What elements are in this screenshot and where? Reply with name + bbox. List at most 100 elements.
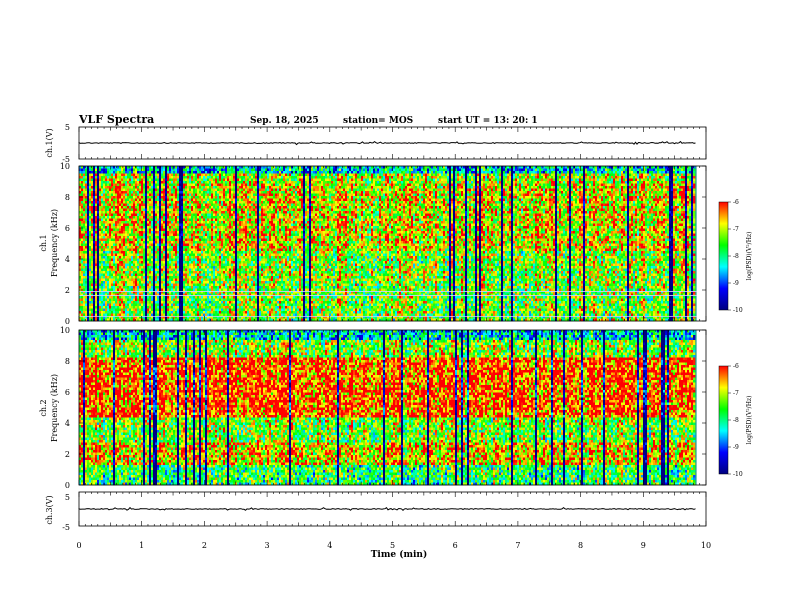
spectrogram-cell	[225, 231, 228, 234]
spectrogram-cell	[133, 211, 136, 214]
spectrogram-cell	[191, 188, 194, 192]
spectrogram-cell	[175, 231, 178, 234]
spectrogram-cell	[97, 298, 100, 302]
spectrogram-cell	[141, 223, 144, 227]
spectrogram-cell	[81, 218, 84, 222]
spectrogram-cell	[91, 178, 94, 182]
spectrogram-cell	[159, 311, 162, 314]
spectrogram-cell	[81, 181, 84, 184]
spectrogram-cell	[99, 306, 102, 309]
spectrogram-cell	[165, 291, 168, 294]
spectrogram-cell	[231, 233, 234, 237]
spectrogram-cell	[221, 271, 224, 274]
spectrogram-cell	[97, 313, 100, 317]
spectrogram-cell	[83, 268, 86, 272]
spectrogram-cell	[85, 236, 88, 239]
spectrogram-cell	[215, 246, 218, 249]
spectrogram-cell	[229, 241, 232, 244]
spectrogram-cell	[147, 251, 150, 254]
spectrogram-cell	[175, 258, 178, 262]
spectrogram-cell	[163, 268, 166, 272]
spectrogram-cell	[221, 198, 224, 202]
spectrogram-cell	[79, 233, 82, 237]
spectrogram-cell	[225, 196, 228, 199]
spectrogram-cell	[211, 276, 214, 279]
spectrogram-cell	[115, 306, 118, 309]
spectrogram-cell	[149, 286, 152, 289]
spectrogram-cell	[97, 281, 100, 284]
spectrogram-cell	[79, 316, 82, 319]
spectrogram-cell	[147, 193, 150, 197]
spectrogram-cell	[177, 223, 180, 227]
spectrogram-cell	[117, 231, 120, 234]
spectrogram-cell	[143, 183, 146, 187]
spectrogram-cell	[95, 271, 98, 274]
spectrogram-cell	[217, 171, 220, 174]
spectrogram-cell	[87, 228, 90, 232]
spectrogram-cell	[231, 271, 234, 274]
spectrogram-cell	[91, 216, 94, 219]
spectrogram-cell	[81, 223, 84, 227]
spectrogram-cell	[149, 226, 152, 229]
spectrogram-cell	[215, 268, 218, 272]
spectrogram-cell	[181, 246, 184, 249]
spectrogram-cell	[81, 176, 84, 179]
spectrogram-cell	[79, 258, 82, 262]
spectrogram-cell	[119, 261, 122, 264]
spectrogram-cell	[143, 201, 146, 204]
spectrogram-cell	[85, 278, 88, 282]
spectrogram-cell	[123, 173, 126, 177]
spectrogram-cell	[171, 261, 174, 264]
spectrogram-cell	[83, 258, 86, 262]
spectrogram-cell	[97, 188, 100, 192]
spectrogram-cell	[145, 168, 148, 172]
spectrogram-cell	[179, 256, 182, 259]
spectrogram-cell	[85, 216, 88, 219]
spectrogram-cell	[123, 191, 126, 194]
spectrogram-cell	[181, 281, 184, 284]
spectrogram-cell	[123, 231, 126, 234]
spectrogram-cell	[103, 191, 106, 194]
spectrogram-cell	[141, 228, 144, 232]
spectrogram-cell	[131, 246, 134, 249]
spectrogram-cell	[115, 208, 118, 212]
spectrogram-cell	[89, 288, 92, 292]
spectrogram-cell	[143, 306, 146, 309]
spectrogram-cell	[157, 288, 160, 292]
spectrogram-cell	[123, 253, 126, 257]
spectrogram-cell	[207, 316, 210, 319]
spectrogram-cell	[213, 283, 216, 287]
spectrogram-cell	[127, 303, 130, 307]
spectrogram-cell	[79, 186, 82, 189]
spectrogram-cell	[141, 188, 144, 192]
spectrogram-cell	[119, 253, 122, 257]
spectrogram-cell	[135, 211, 138, 214]
spectrogram-cell	[217, 203, 220, 207]
spectrogram-cell	[161, 308, 164, 312]
spectrogram-cell	[115, 283, 118, 287]
spectrogram-cell	[177, 211, 180, 214]
spectrogram-cell	[231, 183, 234, 187]
spectrogram-cell	[101, 223, 104, 227]
spectrogram-cell	[163, 211, 166, 214]
spectrogram-cell	[225, 203, 228, 207]
spectrogram-cell	[207, 253, 210, 257]
spectrogram-cell	[109, 313, 112, 317]
spectrogram-cell	[191, 288, 194, 292]
spectrogram-cell	[93, 171, 96, 174]
spectrogram-cell	[215, 253, 218, 257]
spectrogram-cell	[181, 183, 184, 187]
spectrogram-cell	[125, 256, 128, 259]
spectrogram-cell	[121, 241, 124, 244]
spectrogram-cell	[133, 226, 136, 229]
spectrogram-cell	[229, 221, 232, 224]
spectrogram-cell	[197, 226, 200, 229]
spectrogram-cell	[175, 218, 178, 222]
spectrogram-cell	[79, 298, 82, 302]
spectrogram-cell	[179, 236, 182, 239]
spectrogram-cell	[167, 238, 170, 242]
spectrogram-cell	[221, 261, 224, 264]
spectrogram-cell	[195, 221, 198, 224]
spectrogram-cell	[231, 263, 234, 267]
spectrogram-cell	[137, 211, 140, 214]
